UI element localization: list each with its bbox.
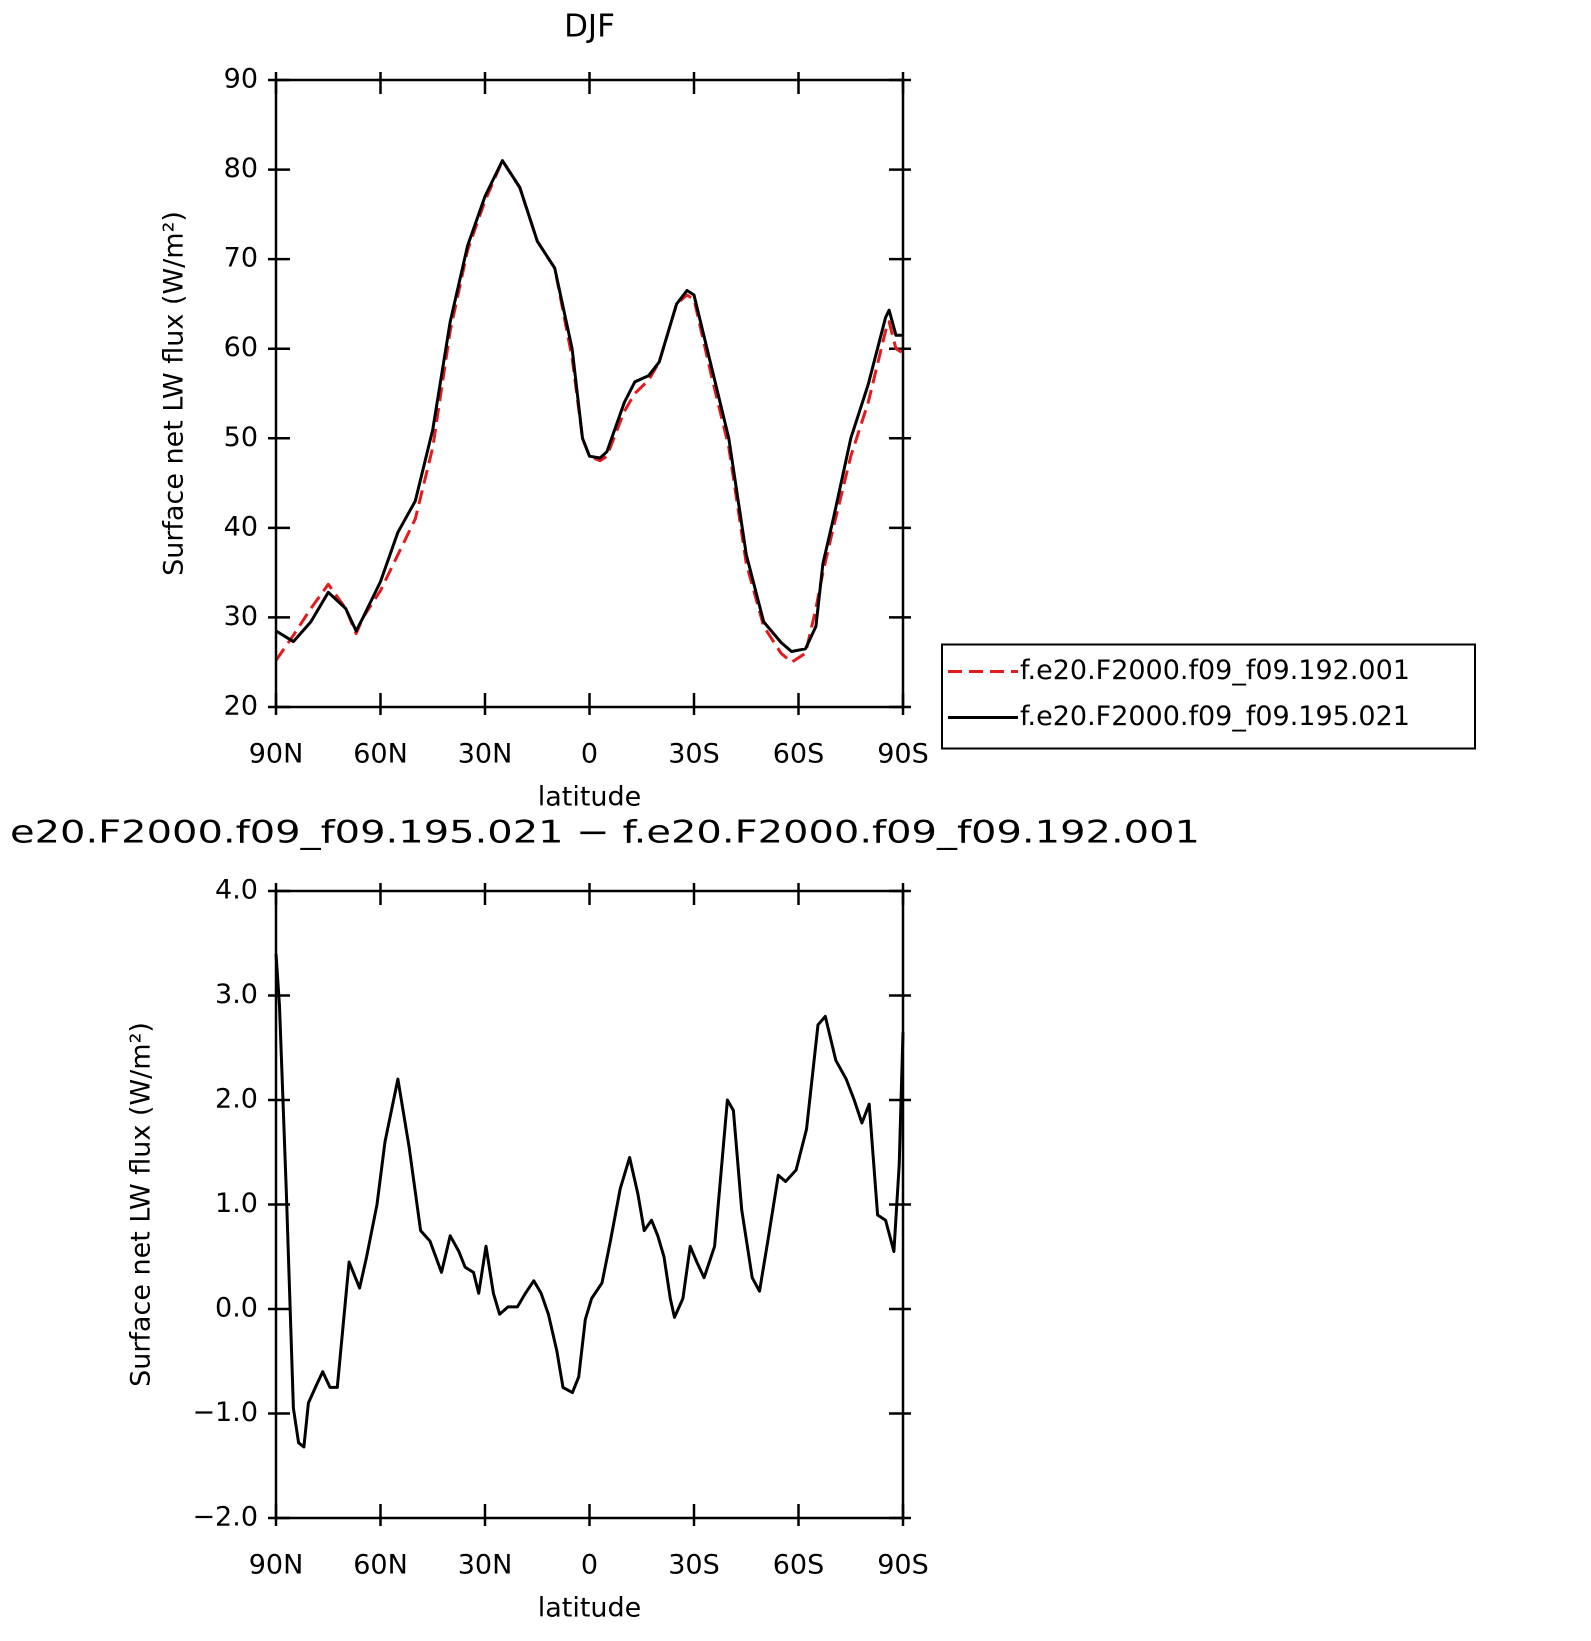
y-tick-label: 3.0 xyxy=(215,979,258,1010)
y-tick-label: 40 xyxy=(224,511,258,542)
plot-frame xyxy=(274,889,905,1520)
legend-box xyxy=(941,643,1476,750)
legend-label: f.e20.F2000.f09_f09.195.021 xyxy=(1020,701,1410,732)
y-tick-label: 30 xyxy=(224,601,258,632)
y-tick-label: 4.0 xyxy=(215,875,258,906)
data-line xyxy=(275,159,903,653)
y-tick-label: −2.0 xyxy=(192,1502,258,1533)
data-line xyxy=(274,159,904,664)
y-axis-label: Surface net LW flux (W/m²) xyxy=(126,1022,157,1387)
x-tick-label: 60N xyxy=(353,739,408,770)
y-tick-label: 80 xyxy=(224,153,258,184)
x-tick-label: 90S xyxy=(877,1550,929,1581)
chart-title: DJF xyxy=(564,9,615,45)
y-tick-label: 90 xyxy=(224,64,258,95)
x-tick-label: 30S xyxy=(668,1550,720,1581)
y-axis-label: Surface net LW flux (W/m²) xyxy=(159,211,190,576)
x-tick-label: 60N xyxy=(353,1550,408,1581)
chart-title: e20.F2000.f09_f09.195.021 − f.e20.F2000.… xyxy=(10,815,1200,851)
y-tick-label: 50 xyxy=(224,422,258,453)
y-tick-label: 20 xyxy=(224,691,258,722)
x-tick-label: 60S xyxy=(773,739,825,770)
x-tick-label: 30N xyxy=(458,1550,513,1581)
x-tick-label: 0 xyxy=(581,1550,598,1581)
plot-frame xyxy=(274,78,905,709)
y-tick-label: 60 xyxy=(224,332,258,363)
x-tick-label: 30N xyxy=(458,739,513,770)
data-line xyxy=(274,953,905,1449)
legend-label: f.e20.F2000.f09_f09.192.001 xyxy=(1020,655,1410,686)
x-tick-label: 0 xyxy=(581,739,598,770)
x-tick-label: 90S xyxy=(877,739,929,770)
x-axis-label: latitude xyxy=(538,782,642,813)
x-tick-label: 30S xyxy=(668,739,720,770)
x-tick-label: 90N xyxy=(249,739,304,770)
x-tick-label: 90N xyxy=(249,1550,304,1581)
y-tick-label: 1.0 xyxy=(215,1188,258,1219)
y-tick-label: −1.0 xyxy=(192,1397,258,1428)
y-tick-label: 70 xyxy=(224,243,258,274)
x-axis-label: latitude xyxy=(538,1593,642,1624)
y-tick-label: 0.0 xyxy=(215,1293,258,1324)
y-tick-label: 2.0 xyxy=(215,1084,258,1115)
x-tick-label: 60S xyxy=(773,1550,825,1581)
